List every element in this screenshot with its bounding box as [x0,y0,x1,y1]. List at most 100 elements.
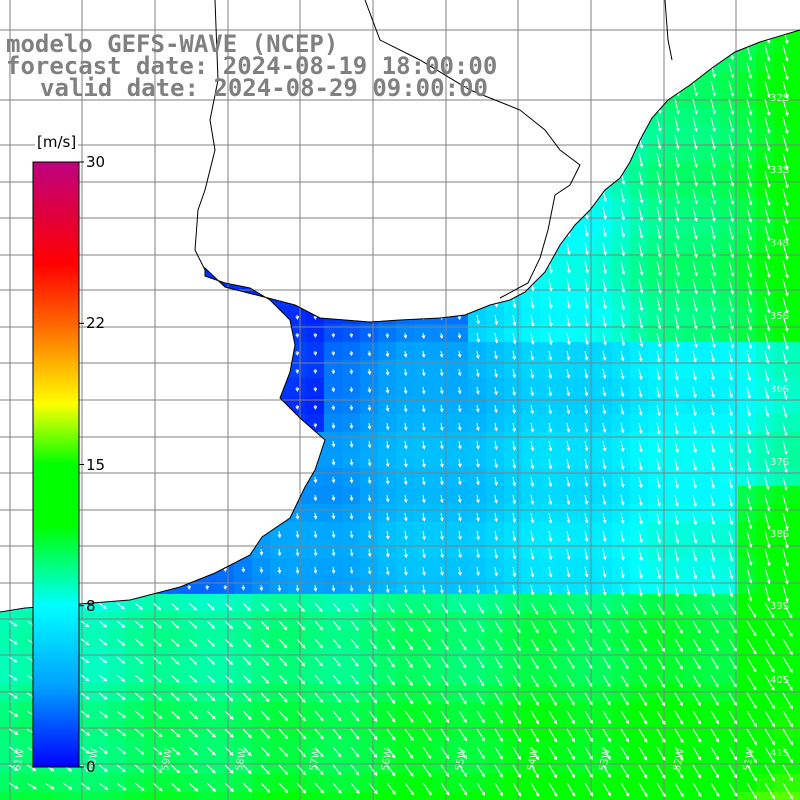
wind-arrow-head [475,390,480,395]
wind-speed-cell [414,792,432,800]
wind-arrow [782,80,789,98]
wind-arrow-head [621,306,626,311]
wind-arrow-head [712,74,716,79]
wind-arrow-head [458,589,462,594]
wind-arrow-head [603,305,607,310]
wind-arrow-head [638,393,643,398]
wind-arrow-head [765,468,770,473]
wind-arrow-head [494,590,498,595]
wind-arrow-head [748,128,753,134]
wind-arrow-head [748,308,753,313]
wind-arrow-head [367,516,372,521]
wind-arrow [296,548,299,556]
wind-arrow [476,458,479,467]
wind-arrow-head [620,375,625,380]
wind-arrow-head [512,573,517,578]
wind-arrow-head [512,591,517,596]
wind-arrow-head [748,597,753,602]
wind-arrow [584,368,588,378]
wind-speed-cell [378,792,396,800]
wind-arrow-head [422,589,426,594]
wind-arrow [782,30,788,44]
wind-arrow-head [711,502,715,507]
wind-arrow-head [675,539,680,544]
wind-arrow-head [566,392,571,397]
wind-arrow [674,368,679,380]
wind-arrow [728,260,734,276]
wind-arrow [422,584,425,593]
wind-speed-cell [432,792,450,800]
wind-arrow [440,584,443,593]
wind-speed-cell [792,774,800,792]
wind-arrow-head [367,371,372,376]
wind-arrow-head [603,251,607,256]
wind-arrow [782,134,788,152]
wind-arrow [656,350,660,362]
wind-arrow-head [385,334,390,339]
wind-arrow [746,404,751,416]
wind-arrow-head [457,353,462,358]
wind-arrow-head [331,406,336,411]
wind-arrow [764,512,770,530]
wind-arrow [728,530,733,544]
wind-arrow [674,332,679,348]
wind-arrow [710,134,715,149]
wind-arrow-head [621,538,625,543]
wind-arrow-head [711,593,716,598]
wind-arrow-head [476,554,480,559]
wind-arrow [440,422,443,431]
wind-arrow-head [639,144,644,149]
wind-arrow-head [676,290,680,295]
wind-arrow-head [766,184,771,189]
wind-arrow [476,530,480,540]
wind-arrow [602,368,606,379]
wind-arrow-head [440,445,444,450]
wind-arrow [764,80,770,98]
wind-arrow [602,494,606,505]
wind-speed-cell [792,612,800,630]
wind-arrow [602,548,606,560]
wind-arrow [764,494,770,511]
wind-arrow-head [603,341,607,346]
wind-arrow [746,296,752,313]
wind-arrow [458,494,461,503]
wind-arrow [638,260,643,275]
wind-arrow-head [675,557,680,563]
wind-arrow [476,422,479,431]
wind-arrow-head [193,606,197,611]
wind-arrow-head [422,536,426,541]
wind-arrow-head [694,127,698,133]
wind-arrow-head [712,325,716,330]
wind-arrow [422,368,425,376]
wind-arrow [620,422,624,433]
wind-arrow [512,584,516,595]
wind-arrow-head [331,461,336,466]
wind-arrow [710,314,715,329]
wind-arrow-head [422,463,426,468]
wind-arrow-head [657,502,661,507]
wind-arrow [494,332,498,343]
wind-arrow [296,602,305,612]
wind-arrow [692,188,698,204]
wind-arrow [422,548,425,558]
wind-arrow [710,260,716,276]
wind-arrow [746,170,752,187]
wind-arrow-head [349,588,354,593]
wind-arrow-head [765,359,770,364]
wind-arrow-head [729,467,734,472]
wind-arrow [692,386,697,398]
wind-arrow [548,368,552,379]
wind-arrow [782,476,787,490]
wind-arrow [386,476,389,484]
wind-arrow [602,530,606,542]
wind-arrow [728,242,734,258]
wind-arrow [764,422,769,435]
wind-arrow [494,314,498,325]
wind-arrow-head [712,254,716,259]
wind-speed-cell [450,792,468,800]
wind-arrow [404,476,407,485]
wind-arrow-head [331,351,336,356]
wind-arrow-head [730,200,735,205]
wind-arrow [710,512,715,525]
wind-arrow-head [766,544,771,549]
